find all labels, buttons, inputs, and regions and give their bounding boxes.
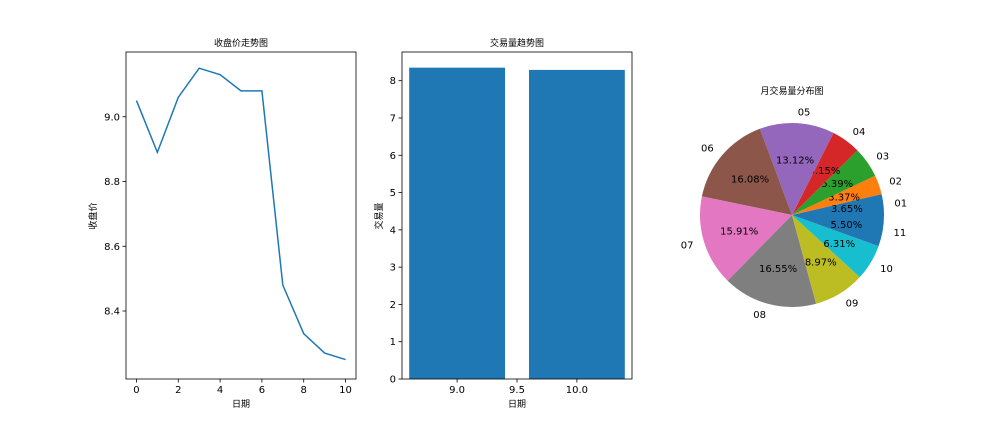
y-tick-label: 5 — [390, 188, 396, 199]
pie-slice — [792, 175, 882, 215]
x-tick-label: 10 — [339, 385, 352, 396]
x-tick-label: 2 — [175, 385, 181, 396]
pie-slice — [727, 215, 817, 307]
pie-slice — [700, 196, 792, 281]
pie-slice — [759, 123, 834, 215]
y-tick-label: 8.6 — [104, 242, 120, 253]
x-tick-label: 10.0 — [566, 385, 588, 396]
pie-percent-label: 16.55% — [759, 264, 797, 275]
y-tick-label: 8.8 — [104, 177, 120, 188]
pie-slice — [792, 215, 860, 304]
x-tick-label: 9.5 — [509, 385, 525, 396]
pie-percent-label: 5.50% — [830, 220, 862, 231]
pie-category-label: 07 — [681, 241, 694, 252]
bar-chart: 交易量趋势图 日期 交易量 9.0 9.5 10.0 0 1 2 3 4 5 6 7 8 — [373, 37, 633, 410]
x-tick-label: 4 — [217, 385, 223, 396]
pie-category-label: 11 — [894, 228, 907, 239]
pie-category-label: 08 — [753, 310, 766, 321]
pie-chart-title: 月交易量分布图 — [760, 85, 823, 97]
y-tick-label: 2 — [390, 300, 396, 311]
pie-chart: 月交易量分布图 3.65% 01 3.37% 02 5.39% 03 5.15% 04 13.1… — [681, 85, 907, 321]
pie-category-label: 04 — [853, 127, 866, 138]
x-tick-label: 8 — [301, 385, 307, 396]
series-line — [135, 67, 346, 361]
pie-category-label: 05 — [798, 108, 811, 119]
bar-chart-xlabel: 日期 — [508, 399, 526, 410]
line-chart-xlabel: 日期 — [232, 399, 250, 410]
y-tick-label: 8 — [390, 76, 396, 87]
pie-percent-label: 3.65% — [831, 204, 863, 215]
y-tick-label: 3 — [390, 263, 396, 274]
pie-percent-label: 15.91% — [720, 227, 758, 238]
pie-category-label: 03 — [876, 151, 889, 162]
pie-slice — [792, 194, 884, 215]
bar — [528, 69, 625, 380]
pie-percent-label: 13.12% — [776, 155, 814, 166]
y-tick-label: 8.4 — [104, 307, 120, 318]
line-chart-title: 收盘价走势图 — [214, 37, 268, 49]
bar-chart-ylabel: 交易量 — [373, 202, 385, 229]
pie-percent-label: 5.15% — [809, 166, 841, 177]
axes-frame — [125, 51, 357, 380]
pie-slice — [792, 132, 858, 215]
pie-slice — [792, 150, 876, 215]
pie-category-label: 02 — [889, 177, 902, 188]
line-chart: 收盘价走势图 日期 收盘价 0 2 4 6 8 10 8.4 8.6 8.8 9.0 — [87, 37, 357, 410]
pie-category-label: 10 — [880, 264, 893, 275]
pie-percent-label: 16.08% — [731, 175, 769, 186]
line-chart-ylabel: 收盘价 — [87, 202, 99, 229]
pie-slice — [792, 215, 879, 278]
y-tick-label: 9.0 — [104, 112, 120, 123]
x-tick-label: 0 — [133, 385, 139, 396]
y-tick-label: 7 — [390, 113, 396, 124]
pie-category-label: 09 — [846, 299, 859, 310]
y-tick-label: 4 — [390, 225, 396, 236]
y-tick-label: 0 — [390, 375, 396, 386]
pie-category-label: 06 — [701, 143, 714, 154]
pie-category-label: 01 — [894, 199, 907, 210]
y-tick-label: 1 — [390, 337, 396, 348]
y-tick-label: 6 — [390, 151, 396, 162]
pie-percent-label: 8.97% — [805, 258, 837, 269]
pie-percent-label: 5.39% — [821, 179, 853, 190]
pie-percent-label: 6.31% — [823, 239, 855, 250]
x-tick-label: 9.0 — [449, 385, 465, 396]
x-tick-label: 6 — [259, 385, 265, 396]
pie-slice — [792, 215, 884, 247]
bar — [409, 67, 506, 379]
pie-slice — [701, 128, 792, 215]
pie-percent-label: 3.37% — [828, 192, 860, 203]
bar-chart-title: 交易量趋势图 — [490, 37, 544, 49]
